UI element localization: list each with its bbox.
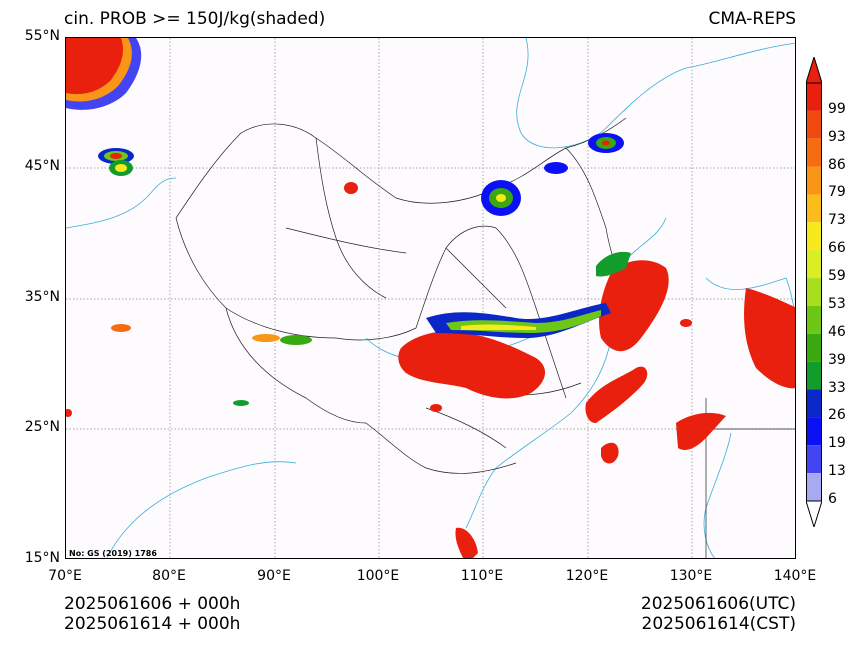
province-borders [175, 117, 795, 558]
colorbar-segment [806, 361, 822, 390]
lon-label: 90°E [257, 568, 291, 584]
colorbar-tick-label: 93 [828, 128, 846, 145]
valid-time-utc: 2025061606(UTC) [640, 594, 796, 614]
colorbar-segment [806, 110, 822, 139]
map-approval-number: No: GS (2019) 1786 [69, 549, 157, 558]
colorbar-segment [806, 83, 822, 111]
colorbar-tick-label: 19 [828, 435, 846, 452]
probability-shading [66, 38, 795, 558]
colorbar-tick-label: 66 [828, 240, 846, 257]
colorbar-segment [806, 473, 822, 501]
colorbar-tick-label: 99 [828, 100, 846, 117]
colorbar-tick-label: 26 [828, 407, 846, 424]
colorbar-tick-label: 59 [828, 268, 846, 285]
colorbar-segment [806, 305, 822, 334]
colorbar-segment [806, 389, 822, 418]
colorbar-tick-label: 39 [828, 351, 846, 368]
lon-label: 130°E [669, 568, 713, 584]
lat-label: 45°N [24, 158, 60, 174]
lon-label: 140°E [773, 568, 817, 584]
colorbar-tick-label: 6 [828, 491, 837, 507]
valid-time-cst: 2025061614(CST) [641, 614, 796, 634]
lon-label: 80°E [152, 568, 186, 584]
colorbar-extend-max [806, 57, 822, 84]
colorbar-tick-label: 33 [828, 379, 846, 396]
init-time-block: 2025061606 + 000h 2025061614 + 000h [64, 594, 240, 634]
colorbar-segment [806, 194, 822, 223]
colorbar-segment [806, 250, 822, 279]
colorbar-segment [806, 138, 822, 167]
colorbar-tick-label: 53 [828, 295, 846, 312]
colorbar-extend-min [806, 500, 822, 527]
lon-label: 70°E [48, 568, 82, 584]
colorbar-tick-label: 79 [828, 184, 846, 201]
chart-title: cin. PROB >= 150J/kg(shaded) [64, 9, 326, 29]
map-panel: No: GS (2019) 1786 [65, 37, 796, 559]
map-canvas [66, 38, 795, 558]
coastline [66, 38, 795, 558]
lon-label: 120°E [565, 568, 609, 584]
model-name: CMA-REPS [708, 9, 796, 29]
lat-label: 35°N [24, 289, 60, 305]
colorbar [806, 57, 822, 527]
colorbar-tick-label: 73 [828, 212, 846, 229]
colorbar-segment [806, 333, 822, 362]
colorbar-segment [806, 166, 822, 195]
init-time-line: 2025061614 + 000h [64, 614, 241, 634]
colorbar-tick-label: 86 [828, 156, 846, 173]
colorbar-segment [806, 445, 822, 474]
colorbar-segment [806, 222, 822, 251]
lon-label: 100°E [356, 568, 400, 584]
colorbar-segment [806, 278, 822, 306]
lat-label: 55°N [24, 28, 60, 44]
init-time-line: 2025061606 + 000h [64, 594, 241, 614]
lat-label: 25°N [24, 419, 60, 435]
colorbar-tick-label: 46 [828, 323, 846, 340]
colorbar-tick-label: 13 [828, 463, 846, 480]
valid-time-block: 2025061606(UTC) 2025061614(CST) [641, 594, 796, 634]
colorbar-segment [806, 417, 822, 446]
lon-label: 110°E [460, 568, 504, 584]
graticule [66, 38, 795, 558]
lat-label: 15°N [24, 550, 60, 566]
